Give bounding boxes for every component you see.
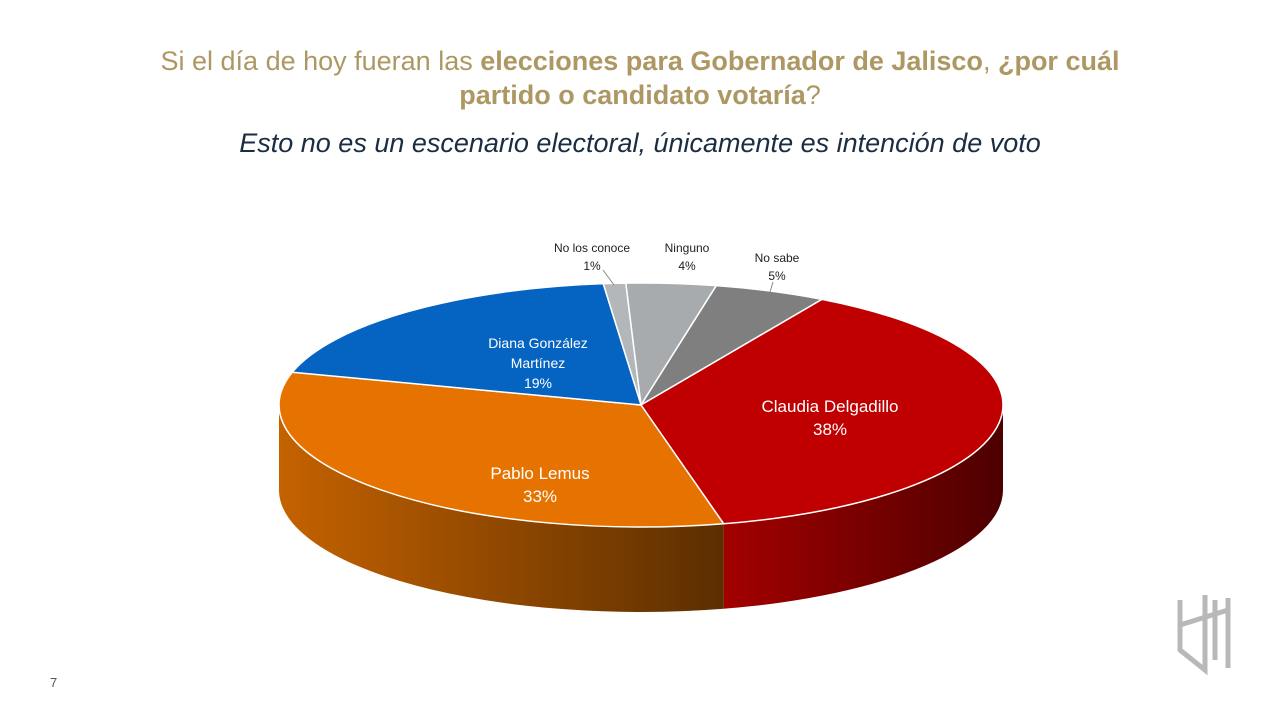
slice-side: [279, 405, 724, 612]
label-value: 19%: [523, 375, 553, 391]
leader-line: [602, 269, 615, 286]
label-name: Claudia Delgadillo: [761, 397, 899, 416]
title-part: elecciones para Gobernador de Jalisco: [480, 46, 983, 76]
label-name: Diana González Martínez: [488, 335, 588, 371]
brand-logo: [1177, 595, 1231, 676]
title-part: Si el día de hoy fueran las: [160, 46, 481, 76]
label-name: Pablo Lemus: [490, 464, 590, 483]
label-value: 1%: [583, 259, 601, 273]
label-value: 4%: [678, 259, 696, 273]
label-name: No sabe: [754, 251, 800, 265]
slice: [290, 282, 643, 406]
slice-label: Ninguno 4%: [647, 239, 727, 275]
subtitle: Esto no es un escenario electoral, única…: [239, 128, 1041, 158]
title: Si el día de hoy fueran las elecciones p…: [140, 44, 1140, 112]
label-value: 5%: [768, 269, 786, 283]
label-name: No los conoce: [553, 241, 631, 255]
label-value: 38%: [812, 420, 848, 439]
slice-label: Pablo Lemus 33%: [440, 462, 640, 508]
title-part: ?: [805, 80, 821, 110]
page-number: 7: [50, 675, 58, 690]
label-value: 33%: [522, 487, 558, 506]
label-name: Ninguno: [664, 241, 710, 255]
title-part: ,: [982, 46, 998, 76]
slice-side: [723, 405, 1003, 609]
slice-label: Diana González Martínez 19%: [473, 333, 603, 393]
slice-label: No sabe 5%: [737, 249, 817, 285]
slice: [278, 371, 726, 528]
slice-label: No los conoce 1%: [552, 239, 632, 275]
title-part: ¿por cuál partido o candidato votaría: [459, 46, 1120, 110]
slice-label: Claudia Delgadillo 38%: [730, 395, 930, 441]
leader-line: [769, 281, 774, 293]
slice: [639, 298, 1004, 525]
